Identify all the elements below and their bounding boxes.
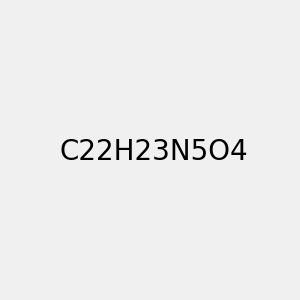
Text: C22H23N5O4: C22H23N5O4 [59, 137, 248, 166]
